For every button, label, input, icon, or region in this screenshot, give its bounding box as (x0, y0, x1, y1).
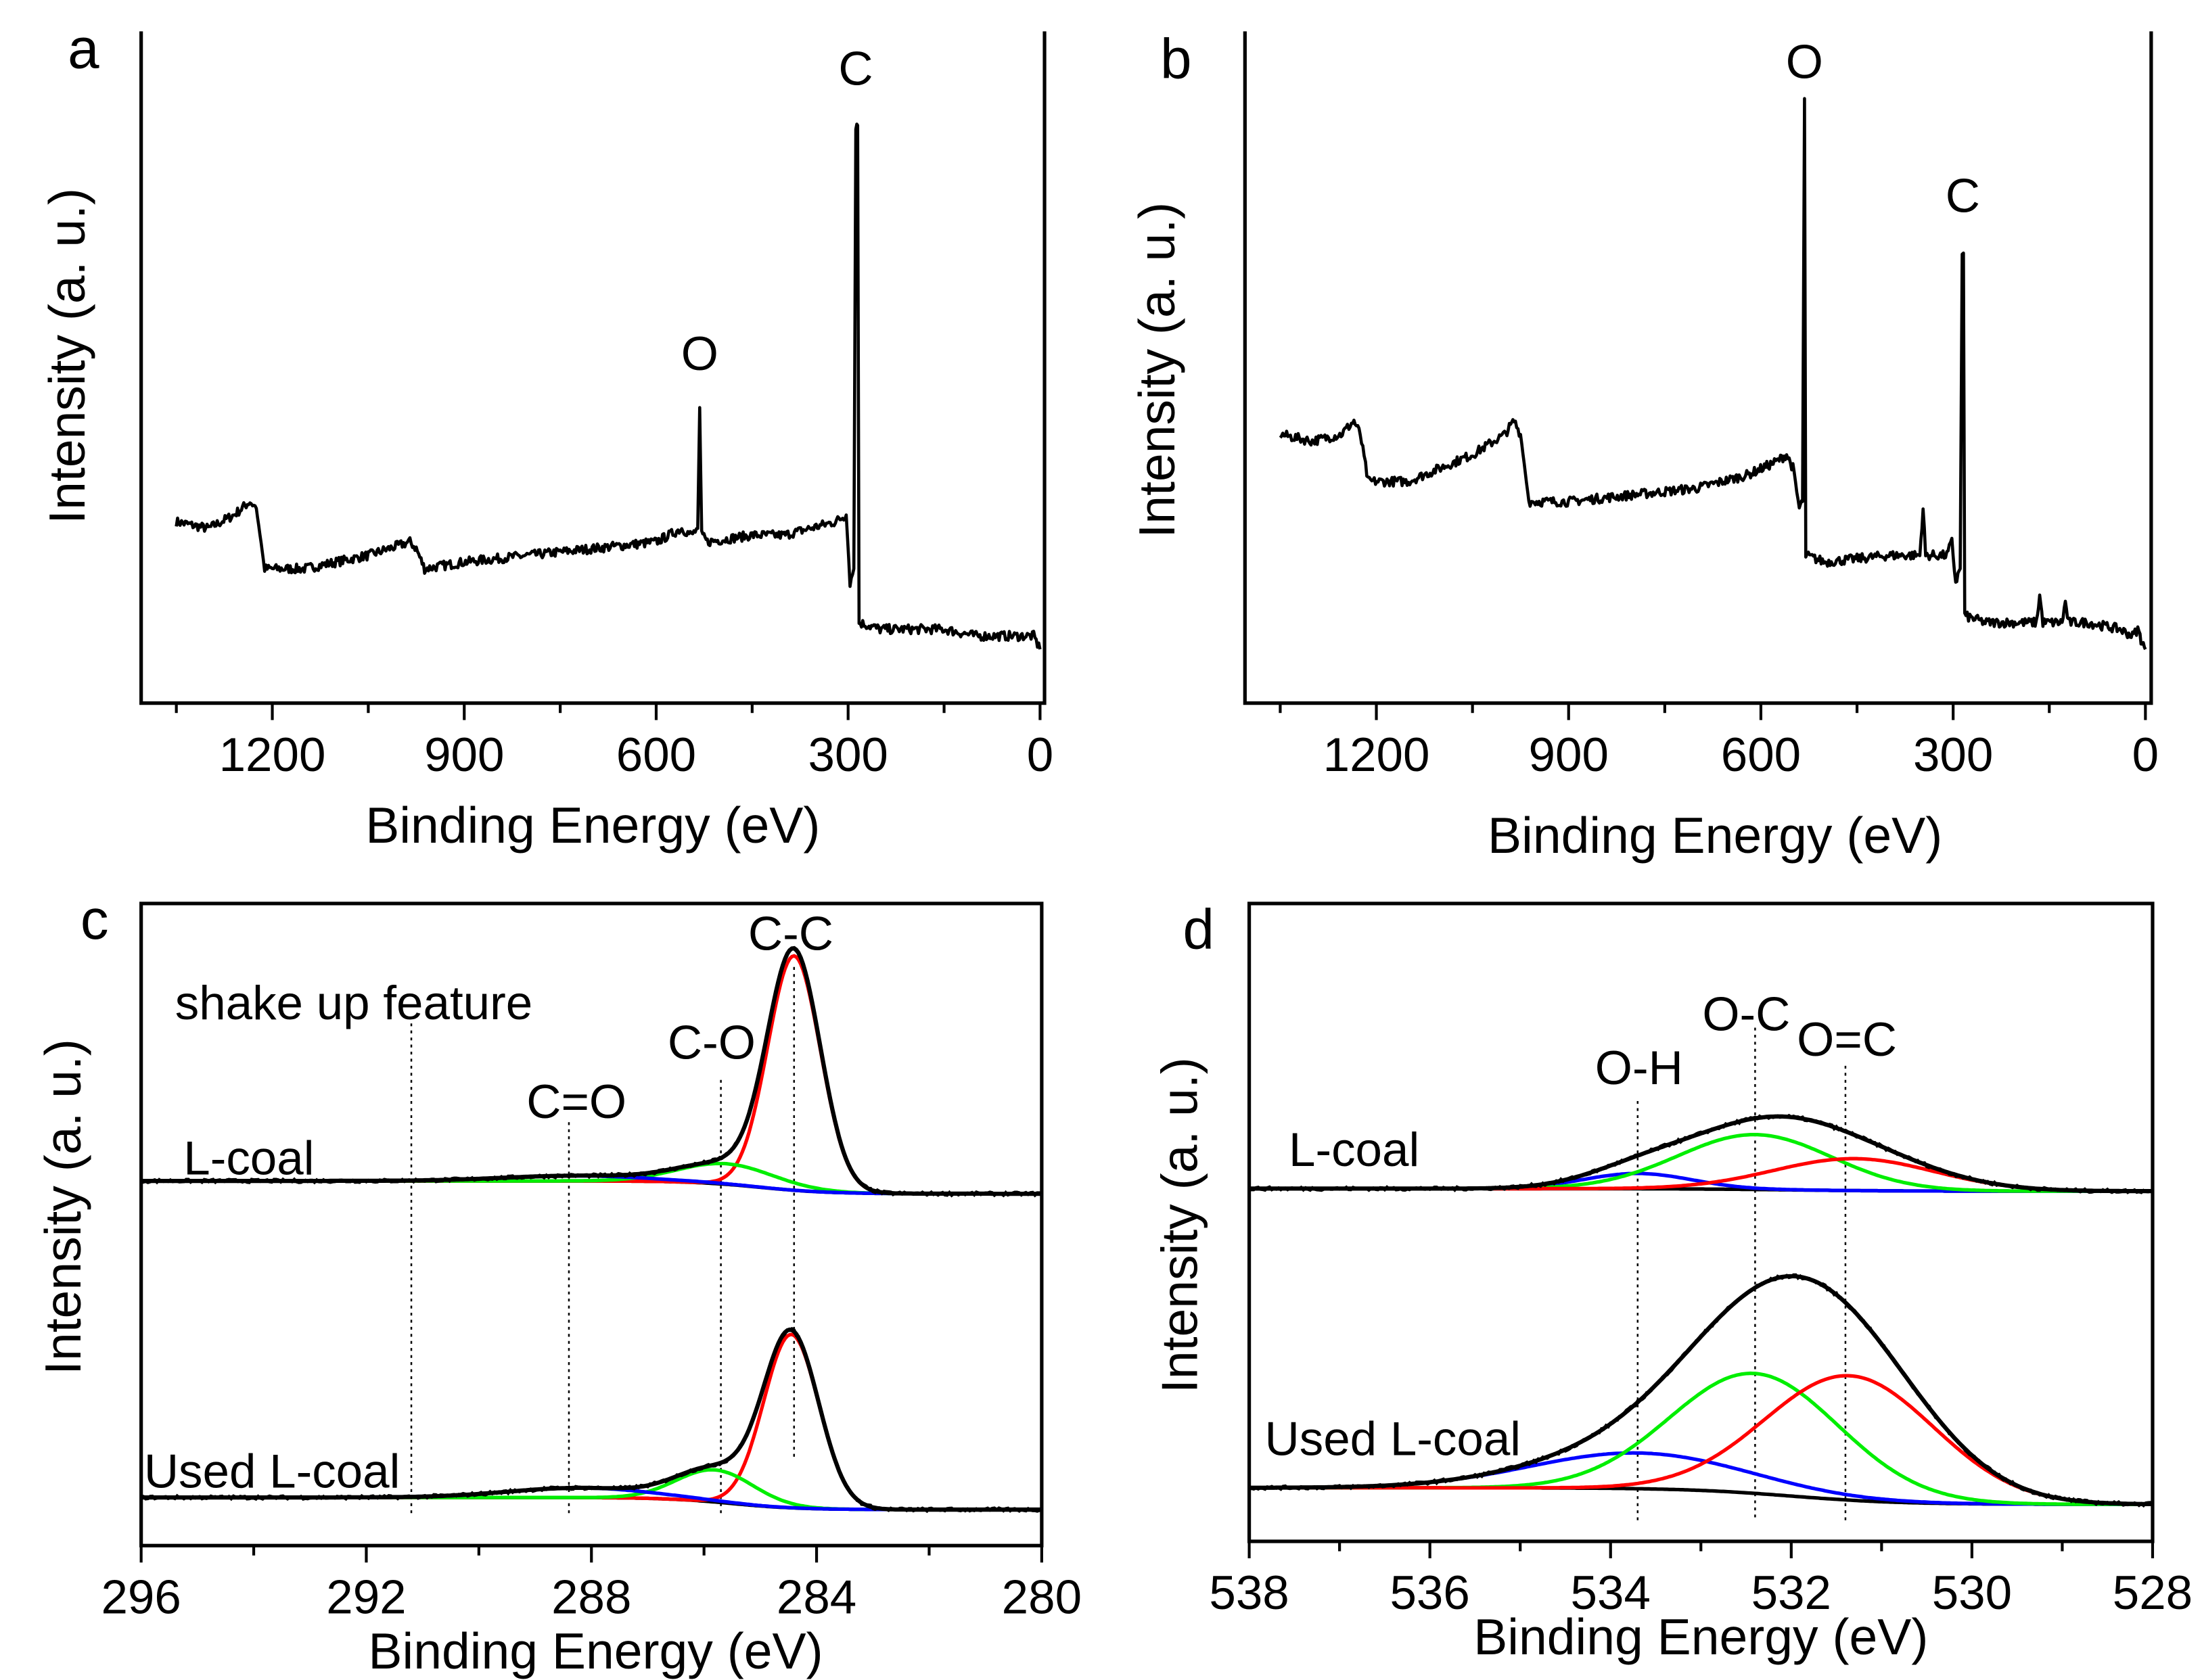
panel-a: a Binding Energy (eV) Intensity (a. u.) (39, 17, 820, 854)
x-tick-label: 296 (101, 1570, 181, 1624)
x-tick-label: 534 (1571, 1566, 1651, 1620)
x-tick-label: 292 (326, 1570, 406, 1624)
x-tick-label: 300 (1913, 728, 1993, 782)
x-tick-label: 538 (1209, 1566, 1289, 1620)
spectrum-line (175, 122, 1042, 650)
raw-data-line (1248, 1273, 2153, 1508)
series-label-used-l-coal: Used L-coal (1265, 1413, 1521, 1466)
peak-label-o: O (681, 327, 718, 381)
x-axis-title: Binding Energy (eV) (365, 797, 820, 854)
x-tick-label: 536 (1390, 1566, 1469, 1620)
peak-label-c: C (1946, 169, 1980, 223)
x-tick-label: 530 (1932, 1566, 2012, 1620)
spectrum-used-l-coal (141, 1327, 1042, 1514)
annotation-shake-up: shake up feature (175, 977, 532, 1030)
panel-b: b Binding Energy (eV) Intensity (a. u.) (1128, 26, 1942, 864)
x-tick-label: 0 (1027, 728, 1053, 782)
x-tick-label: 600 (616, 728, 696, 782)
x-axis-title: Binding Energy (eV) (1488, 807, 1942, 864)
x-tick-label: 1200 (1323, 728, 1430, 782)
x-axis-title: Binding Energy (eV) (1473, 1608, 1928, 1665)
spectrum-used-l-coal (1248, 1273, 2153, 1508)
plot-layer: 1200 900 600 300 0 C O 1200 900 600 300 0 O C 296 292 28… (101, 31, 2193, 1624)
envelope-fit-line (141, 1327, 1042, 1512)
x-tick-label: 0 (2132, 728, 2159, 782)
x-tick-label: 280 (1002, 1570, 1082, 1624)
annotation-c-o: C-O (668, 1016, 756, 1069)
axis-frame (139, 31, 1047, 705)
series-label-used-l-coal: Used L-coal (144, 1445, 400, 1499)
annotation-o-double-c: O=C (1797, 1013, 1897, 1067)
axis-frame (1243, 31, 2153, 705)
panel-d: d Binding Energy (eV) Intensity (a. u.) … (1151, 897, 1928, 1665)
x-tick-label: 300 (808, 728, 888, 782)
x-tick-label: 1200 (219, 728, 326, 782)
annotation-o-c: O-C (1702, 988, 1790, 1042)
panel-label: a (68, 17, 99, 80)
plot-c: 296 292 288 284 280 (101, 902, 1082, 1624)
panel-label: d (1183, 897, 1214, 961)
plot-b: 1200 900 600 300 0 O C (1243, 31, 2159, 782)
annotation-c-o-double: C=O (526, 1075, 626, 1129)
spectrum-line (1279, 97, 2147, 651)
annotation-c-c: C-C (748, 908, 833, 961)
envelope-fit-line (1249, 1114, 2153, 1194)
envelope-fit-line (1249, 1274, 2153, 1507)
y-axis-title: Intensity (a. u.) (1151, 1057, 1208, 1393)
x-tick-label: 532 (1751, 1566, 1831, 1620)
series-label-l-coal: L-coal (1289, 1123, 1419, 1177)
series-label-l-coal: L-coal (183, 1132, 314, 1186)
spectrum-l-coal (139, 946, 1042, 1198)
x-tick-label: 288 (551, 1570, 631, 1624)
y-axis-title: Intensity (a. u.) (39, 188, 95, 524)
panel-c: c Binding Energy (eV) Intensity (a. u.) … (35, 887, 833, 1679)
x-axis-title: Binding Energy (eV) (368, 1623, 823, 1679)
envelope-fit-line (141, 946, 1042, 1196)
plot-d: 538 536 534 532 530 528 (1209, 902, 2193, 1620)
annotation-o-h: O-H (1595, 1042, 1683, 1095)
peak-label-o: O (1786, 35, 1823, 89)
x-tick-label: 600 (1721, 728, 1801, 782)
x-tick-label: 900 (1529, 728, 1609, 782)
x-tick-label: 900 (424, 728, 504, 782)
x-tick-label: 528 (2113, 1566, 2193, 1620)
y-axis-title: Intensity (a. u.) (1128, 202, 1185, 538)
peak-label-c: C (838, 43, 873, 96)
plot-a: 1200 900 600 300 0 C O (139, 31, 1053, 782)
spectrum-l-coal (1248, 1113, 2153, 1194)
y-axis-title: Intensity (a. u.) (35, 1039, 91, 1375)
panel-label: b (1160, 26, 1191, 90)
panel-label: c (81, 887, 109, 951)
x-tick-label: 284 (777, 1570, 856, 1624)
